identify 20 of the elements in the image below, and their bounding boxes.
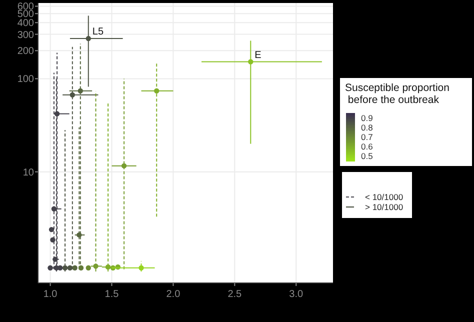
x-tick-label: 1.5 [104, 289, 120, 300]
x-tick-label: 1.0 [43, 289, 58, 300]
y-tick-label: 300 [17, 30, 34, 41]
color-bar-label: 0.9 [361, 112, 374, 123]
color-bar-label: 0.6 [361, 142, 374, 152]
color-bar-label: 0.7 [361, 132, 374, 142]
annotation: L5 [92, 26, 104, 38]
y-tick-label: 200 [17, 46, 34, 58]
color-bar-label: 0.5 [361, 151, 374, 162]
x-tick-label: 3.0 [289, 289, 304, 300]
y-tick-label: 100 [17, 74, 34, 86]
x-tick-label: 2.5 [228, 289, 242, 300]
y-tick-label: 10 [22, 167, 34, 178]
annotation: E [254, 50, 262, 61]
legend-label: < 10/1000 [365, 192, 404, 202]
y-tick-label: 400 [17, 18, 34, 30]
color-bar-title: Susceptible proportion before the outbreak [345, 82, 450, 106]
color-bar-label: 0.8 [361, 122, 374, 132]
x-tick-label: 2.0 [166, 289, 181, 300]
legend-label: > 10/1000 [365, 202, 404, 212]
